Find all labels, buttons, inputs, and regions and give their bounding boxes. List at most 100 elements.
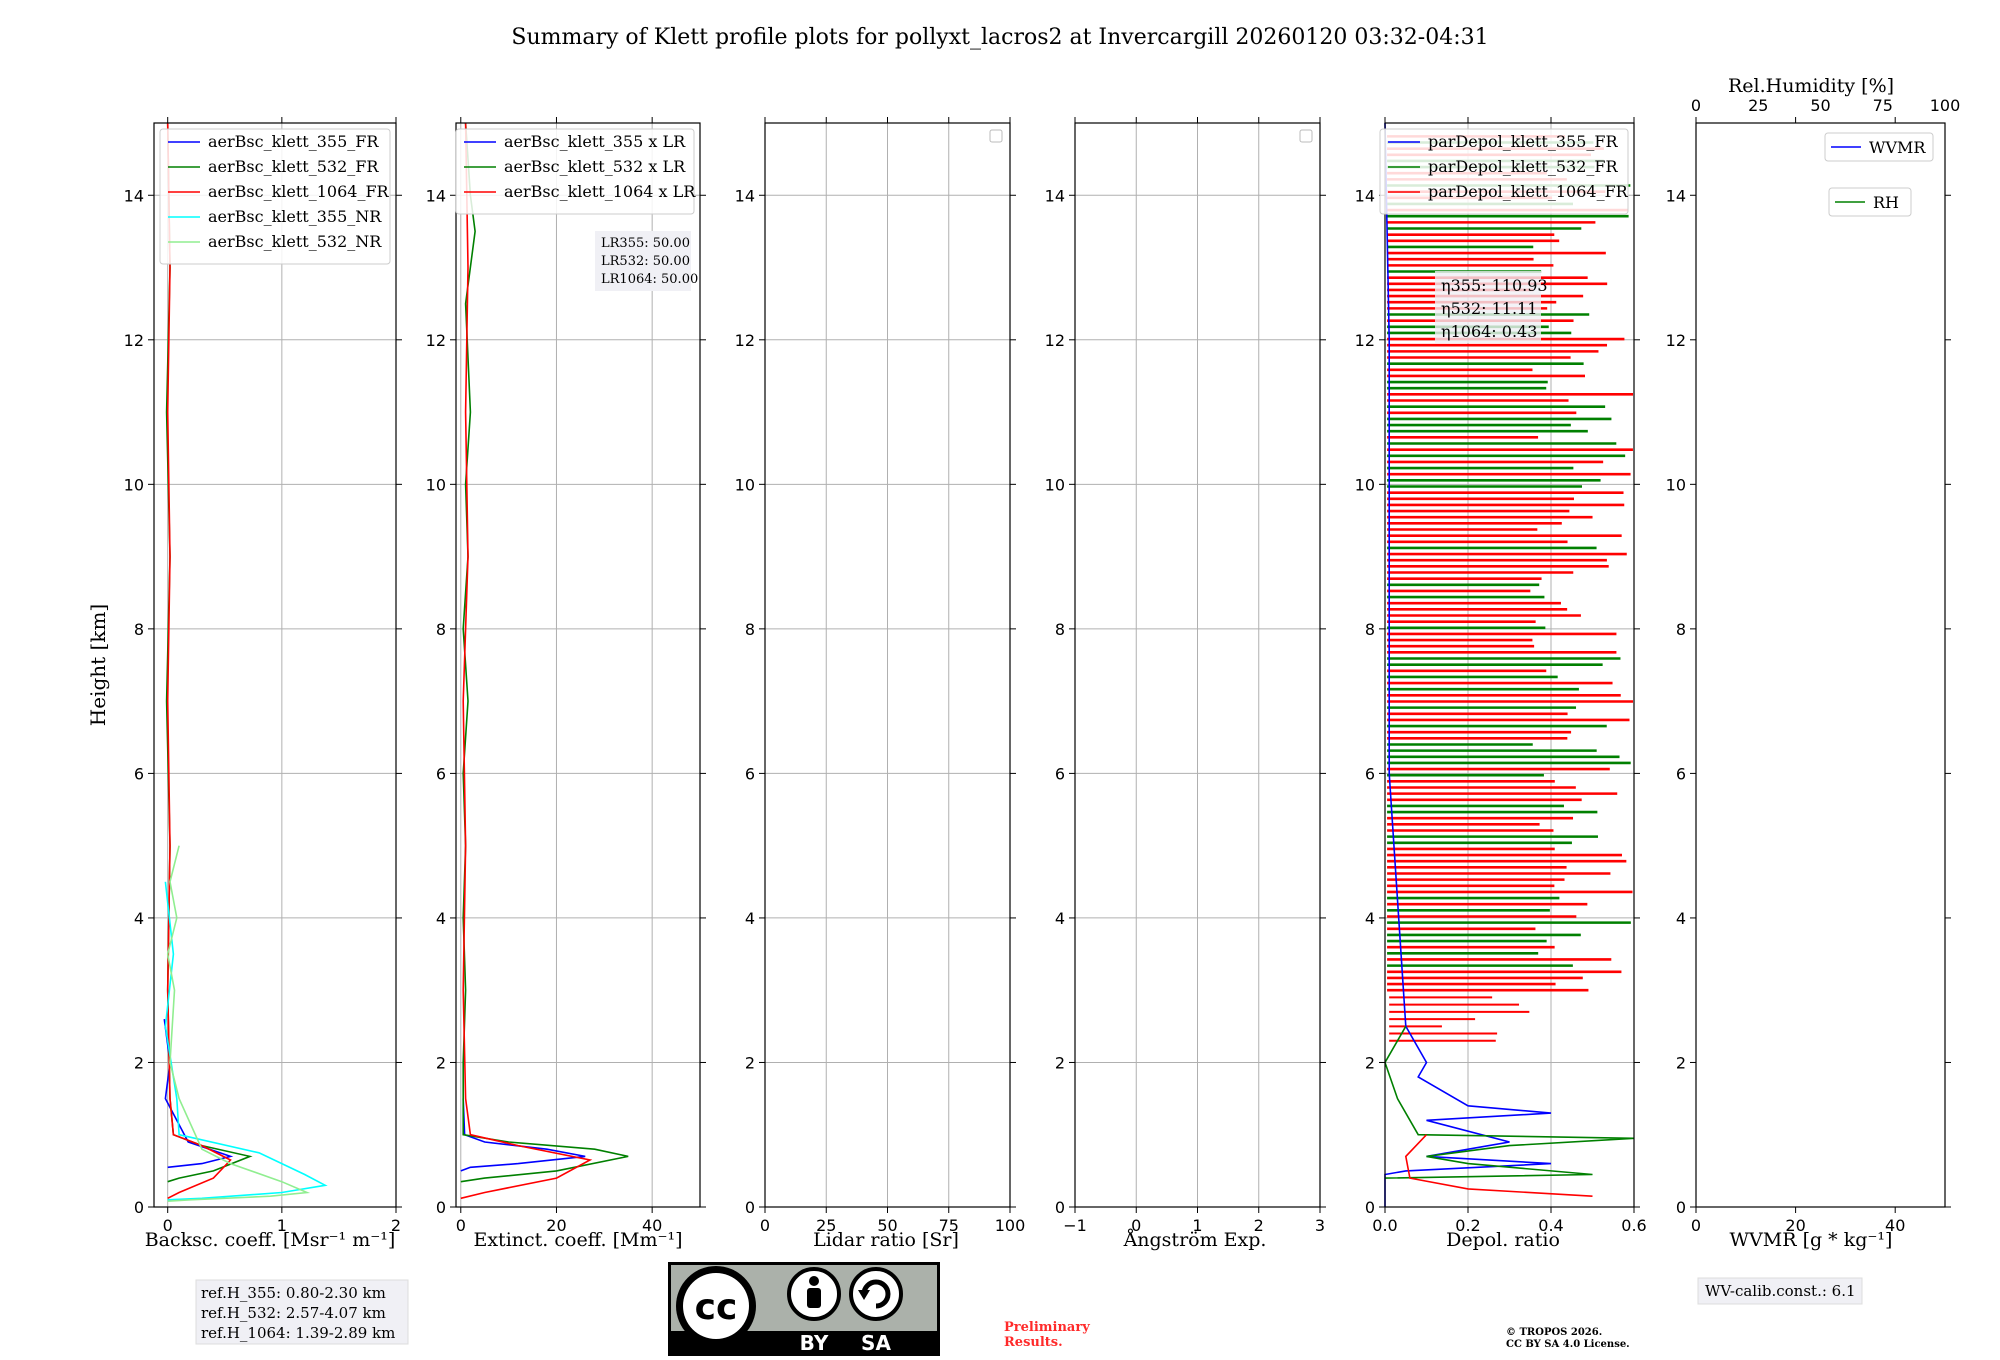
wvmr-xlabel: WVMR [g * kg⁻¹] [1730, 1229, 1893, 1251]
x-tick-label: 0 [163, 1216, 173, 1235]
series-line-aerBsc_klett_355_NR [164, 881, 328, 1201]
legend-entry: RH [1873, 193, 1899, 212]
series-line-aerBsc_klett_355_FR [163, 1018, 234, 1169]
legend-entry: aerBsc_klett_532_NR [208, 232, 382, 251]
y-tick-label: 8 [436, 620, 446, 639]
legend-entry: parDepol_klett_1064_FR [1428, 182, 1629, 201]
backscatter-xlabel: Backsc. coeff. [Msr⁻¹ m⁻¹] [145, 1229, 396, 1251]
panel-backscatter: 0 1 202468101214aerBsc_klett_355_FRaerBsc_… [124, 117, 402, 1235]
series-line-aerBsc_klett_532_NR [166, 845, 311, 1202]
y-tick-label: 4 [1676, 909, 1686, 928]
legend-entry: WVMR [1869, 138, 1926, 157]
y-tick-label: 12 [735, 331, 755, 350]
legend-box [455, 128, 695, 215]
x-tick-label: 100 [995, 1216, 1026, 1235]
y-tick-label: 4 [1055, 909, 1065, 928]
y-tick-label: 8 [1676, 620, 1686, 639]
legend: aerBsc_klett_355 x LR aerBsc_klett_532 x … [455, 128, 696, 215]
top-x-tick-label: 100 [1930, 96, 1961, 115]
extinction-xlabel: Extinct. coeff. [Mm⁻¹] [473, 1229, 682, 1251]
x-tick-label: 3 [1315, 1216, 1325, 1235]
x-tick-label: 40 [1885, 1216, 1905, 1235]
series-line-aerBsc_klett_355 x LR [460, 1098, 586, 1172]
panel-lidar-ratio: 0 25 50 75 100 0 2 4 6 8 10 12 14 [735, 117, 1026, 1235]
y-tick-label: 12 [1045, 331, 1065, 350]
legend-entry: aerBsc_klett_532_FR [208, 157, 379, 176]
x-tick-label: 20 [546, 1216, 566, 1235]
y-tick-label: 2 [745, 1053, 755, 1072]
top-x-tick-label: 75 [1873, 96, 1893, 115]
cc-text: cc [695, 1287, 738, 1328]
x-tick-label: 2 [1254, 1216, 1264, 1235]
cc-by-sa-badge: cc BY SA [668, 1262, 940, 1356]
y-tick-label: 6 [436, 764, 446, 783]
y-tick-label: 12 [124, 331, 144, 350]
legend: aerBsc_klett_355_FR aerBsc_klett_532_FRae… [159, 128, 391, 265]
top-x-tick-label: 50 [1810, 96, 1830, 115]
y-tick-label: 0 [134, 1198, 144, 1217]
ref-heights-box: ref.H_355: 0.80-2.30 km ref.H_532: 2.57-… [195, 1279, 409, 1345]
x-tick-label: 0 [1131, 1216, 1141, 1235]
legend-box [1828, 187, 1912, 217]
x-tick-label: 25 [816, 1216, 836, 1235]
y-tick-label: 6 [1676, 764, 1686, 783]
ref-height-355: ref.H_355: 0.80-2.30 km [201, 1284, 386, 1302]
empty-legend-box [1299, 129, 1313, 143]
depol-noise-lines [1387, 135, 1634, 1042]
y-tick-label: 0 [1055, 1198, 1065, 1217]
y-tick-label: 2 [436, 1053, 446, 1072]
x-tick-label: 1 [1192, 1216, 1202, 1235]
y-tick-label: 10 [124, 475, 144, 494]
legend-entry: parDepol_klett_532_FR [1428, 157, 1619, 176]
y-tick-label: 8 [745, 620, 755, 639]
axes-frame [455, 122, 701, 1208]
preliminary-line2: Results. [1004, 1335, 1063, 1350]
eta-annotation: η532: 11.11 [1441, 299, 1537, 318]
y-tick-label: 0 [1676, 1198, 1686, 1217]
y-tick-label: 6 [1365, 764, 1375, 783]
legend-entry: aerBsc_klett_355_NR [208, 207, 382, 226]
y-tick-label: 14 [1666, 186, 1686, 205]
lr-annotation: LR355: 50.00 [601, 236, 690, 251]
copyright-line2: CC BY SA 4.0 License. [1506, 1339, 1630, 1350]
series-line-parDepol_klett_1064_FR [1404, 1134, 1593, 1197]
y-tick-label: 2 [134, 1053, 144, 1072]
x-tick-label: 0.0 [1372, 1216, 1397, 1235]
y-tick-label: 4 [134, 909, 144, 928]
legend: parDepol_klett_355_FR parDepol_klett_532_… [1379, 128, 1629, 215]
y-tick-label: 12 [1666, 331, 1686, 350]
empty-legend-box [989, 129, 1003, 143]
x-tick-label: 0 [456, 1216, 466, 1235]
y-tick-label: 6 [1055, 764, 1065, 783]
legend-entry: parDepol_klett_355_FR [1428, 132, 1619, 151]
x-tick-label: 0.2 [1455, 1216, 1480, 1235]
y-tick-label: 10 [1355, 475, 1375, 494]
ref-height-532: ref.H_532: 2.57-4.07 km [201, 1304, 386, 1322]
series-line-parDepol_klett_355_FR [1384, 122, 1552, 1207]
y-tick-label: 0 [1365, 1198, 1375, 1217]
legend-box [159, 128, 391, 265]
y-tick-label: 6 [134, 764, 144, 783]
y-tick-label: 4 [745, 909, 755, 928]
lr-annotation: LR1064: 50.00 [601, 272, 698, 287]
y-tick-label: 10 [1666, 475, 1686, 494]
series-line-aerBsc_klett_1064 x LR [460, 122, 593, 1200]
series-line-aerBsc_klett_1064_FR [166, 122, 232, 1200]
panel-wvmr: 0 20 40 0 25 50 75 100 0 2 4 6 8 10 12 14 WVMR RH [1666, 96, 1961, 1235]
y-tick-label: 10 [1045, 475, 1065, 494]
axes-frame [1384, 122, 1635, 1208]
legend-box [1824, 132, 1934, 162]
preliminary-line1: Preliminary [1004, 1320, 1090, 1335]
y-tick-label: 14 [735, 186, 755, 205]
y-tick-label: 14 [124, 186, 144, 205]
legend-box [1379, 128, 1629, 215]
preliminary-note: Preliminary Results. [1004, 1320, 1090, 1350]
x-tick-label: 0 [1691, 1216, 1701, 1235]
x-tick-label: 0.4 [1538, 1216, 1563, 1235]
x-tick-label: 20 [1785, 1216, 1805, 1235]
eta-annotation: η1064: 0.43 [1441, 322, 1537, 341]
x-tick-label: 2 [391, 1216, 401, 1235]
y-tick-label: 0 [745, 1198, 755, 1217]
